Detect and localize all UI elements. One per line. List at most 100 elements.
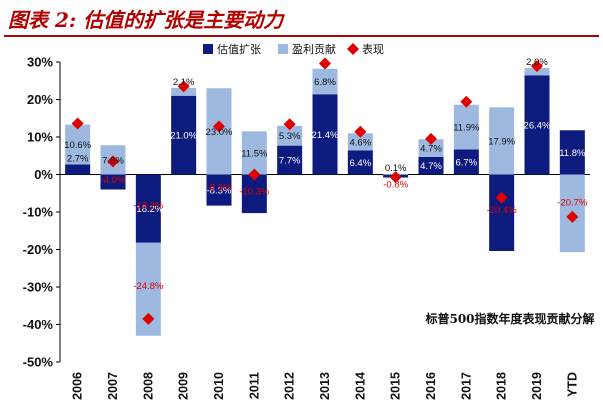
y-tick-label: -10%: [23, 205, 54, 220]
performance-marker: [142, 312, 155, 325]
bar-valuation: [171, 95, 197, 175]
data-label-valuation: 2.7%: [67, 153, 89, 164]
legend-label: 盈利贡献: [292, 42, 336, 56]
legend: 估值扩张 盈利贡献 表现: [203, 42, 384, 56]
bar-valuation: [347, 150, 373, 175]
x-tick-label: 2013: [318, 372, 332, 400]
bar-earnings: [453, 104, 479, 150]
data-label-earnings: 2.1%: [173, 77, 195, 88]
bar-layer: [65, 68, 585, 336]
x-tick-label: 2009: [177, 372, 191, 400]
x-tick-label: 2019: [530, 372, 544, 400]
legend-swatch: [347, 43, 359, 55]
bar-earnings: [277, 125, 303, 146]
data-label-earnings: 6.8%: [314, 77, 336, 88]
performance-marker: [319, 57, 331, 70]
y-tick-label: 20%: [27, 92, 53, 107]
bar-earnings: [347, 133, 373, 151]
x-tick-label: 2006: [71, 372, 85, 400]
y-tick-label: 0%: [34, 167, 53, 182]
y-tick-label: -40%: [23, 317, 54, 332]
performance-marker: [389, 171, 402, 184]
y-tick-label: -50%: [23, 355, 54, 370]
bar-earnings: [312, 68, 338, 95]
performance-marker: [107, 155, 119, 168]
x-tick-label: 2011: [247, 372, 261, 399]
bar-valuation: [277, 145, 303, 175]
x-tick-label: 2007: [106, 372, 120, 400]
bar-valuation: [65, 164, 91, 175]
y-tick-label: -30%: [23, 280, 54, 295]
data-label-valuation: 7.7%: [279, 156, 301, 167]
data-label-negative: -20.7%: [557, 197, 588, 208]
data-label-negative: -0.8%: [383, 179, 408, 190]
x-tick-label: 2017: [459, 372, 473, 400]
data-label-negative: -20.4%: [487, 205, 518, 216]
legend-label: 表现: [362, 42, 384, 56]
x-tick-label: 2008: [141, 372, 155, 400]
performance-marker: [460, 95, 473, 108]
data-label-earnings: 5.3%: [279, 131, 301, 142]
data-label-earnings: 11.9%: [453, 123, 480, 134]
data-label-earnings: 4.7%: [420, 144, 442, 155]
bar-valuation: [453, 149, 479, 175]
data-label-earnings: 7.8%: [102, 155, 124, 166]
label-layer: 2.7% 10.6% 7.8% -18.2% 21.0% 2.1% -8.3% 23.0% 11…: [64, 57, 588, 292]
x-tick-label: 2010: [212, 372, 226, 400]
bar-valuation: [489, 174, 515, 251]
data-label-valuation: 21.4%: [312, 130, 339, 141]
chart-annotation: 标普500指数年度表现贡献分解: [424, 311, 594, 326]
data-label-valuation: -8.3%: [207, 186, 232, 197]
data-label-earnings: 17.9%: [488, 136, 515, 147]
bar-valuation: [559, 130, 585, 175]
data-label-valuation-2008: -18.2%: [133, 200, 164, 211]
data-label-negative: -8.3%: [207, 182, 232, 193]
x-tick-label: 2018: [495, 372, 509, 400]
performance-marker: [71, 117, 84, 130]
x-tick-label: 2015: [389, 372, 403, 400]
title-rule: [4, 35, 599, 37]
data-label-valuation: 6.4%: [350, 158, 372, 169]
data-label-earnings: 10.6%: [64, 140, 91, 151]
data-label-valuation: 4.7%: [420, 161, 442, 172]
data-label-negative: -4.0%: [101, 175, 126, 186]
performance-marker: [354, 125, 367, 138]
x-tick-label: YTD: [565, 372, 579, 397]
y-tick-label: 10%: [27, 130, 53, 145]
bar-valuation: [241, 174, 267, 214]
performance-marker: [213, 120, 225, 133]
performance-marker: [566, 210, 579, 223]
marker-layer: [71, 57, 579, 325]
bar-earnings: [241, 131, 267, 175]
data-label-valuation: 26.4%: [524, 121, 551, 132]
chart-title: 图表 2: 估值的扩张是主要动力: [8, 8, 284, 32]
bar-earnings: [65, 124, 91, 165]
performance-marker: [425, 132, 437, 145]
y-tick-label: 30%: [27, 55, 53, 70]
bar-valuation: [135, 174, 161, 243]
data-label-earnings: 23.0%: [206, 127, 233, 138]
legend-swatch: [203, 44, 213, 54]
performance-marker: [177, 80, 190, 93]
bar-valuation: [312, 94, 338, 175]
legend-swatch: [278, 44, 288, 54]
x-tick-label: 2012: [283, 372, 297, 400]
bar-earnings: [418, 139, 444, 157]
performance-marker: [283, 118, 296, 131]
performance-marker: [248, 168, 261, 181]
data-label-valuation: 6.7%: [456, 157, 478, 168]
data-label-negative: -10.3%: [239, 186, 270, 197]
bar-valuation: [524, 75, 550, 175]
data-label-valuation: 21.0%: [170, 131, 197, 142]
performance-marker: [531, 60, 543, 73]
x-tick-label: 2016: [424, 372, 438, 400]
data-label-valuation: -18.2%: [133, 204, 164, 215]
data-label-earnings: 0.1%: [385, 163, 407, 174]
bar-earnings: [489, 107, 515, 175]
bar-valuation: [100, 174, 126, 190]
data-label-earnings: 2.0%: [526, 57, 548, 68]
data-label-negative: -24.8%: [133, 281, 164, 292]
performance-marker: [495, 191, 508, 204]
